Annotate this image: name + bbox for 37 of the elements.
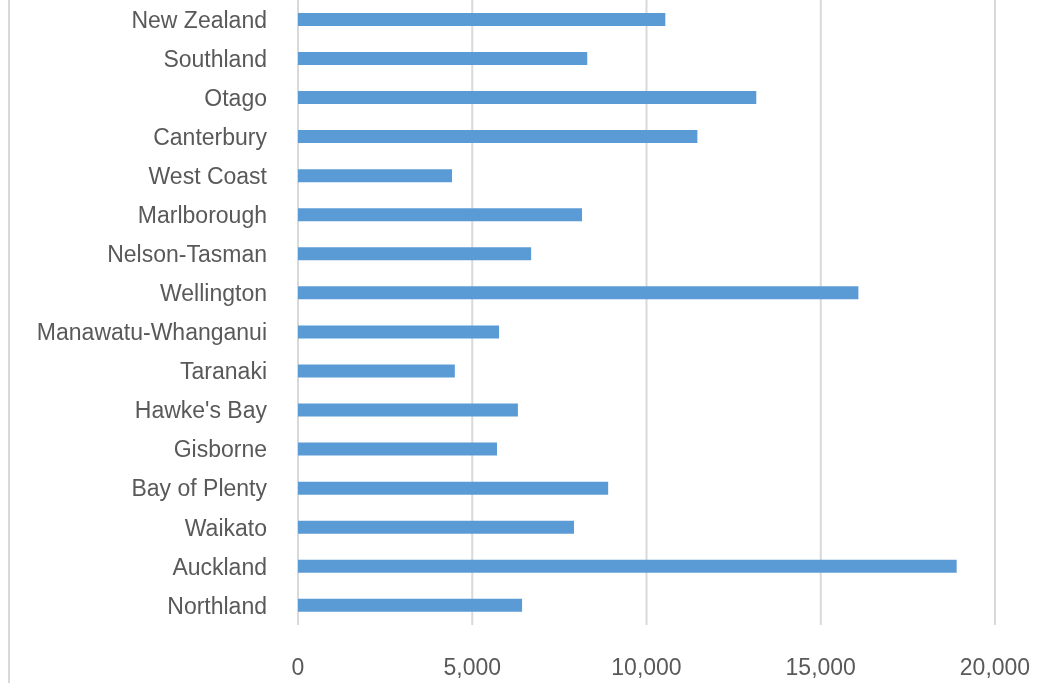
y-tick-label: Wellington xyxy=(160,280,267,307)
y-tick-label: Taranaki xyxy=(180,358,267,385)
bar xyxy=(298,325,500,339)
bar xyxy=(298,91,757,105)
y-tick-label: Northland xyxy=(167,592,267,619)
y-tick-label: Hawke's Bay xyxy=(134,397,268,424)
bar xyxy=(298,208,583,222)
y-tick-label: Auckland xyxy=(172,553,267,580)
y-tick-label: Bay of Plenty xyxy=(131,475,268,502)
y-tick-label: Otago xyxy=(204,84,267,111)
bar xyxy=(298,598,523,612)
y-tick-label: Southland xyxy=(163,45,267,72)
y-tick-label: Nelson-Tasman xyxy=(107,241,267,268)
y-tick-label: New Zealand xyxy=(131,6,267,33)
x-tick-label: 0 xyxy=(291,654,305,681)
y-tick-label: Waikato xyxy=(184,514,267,541)
y-tick-label: Gisborne xyxy=(173,436,267,463)
y-tick-label: Canterbury xyxy=(153,123,268,150)
bar xyxy=(298,481,609,495)
x-tick-label: 15,000 xyxy=(785,654,856,681)
bar xyxy=(298,169,453,183)
bar xyxy=(298,130,698,144)
bar xyxy=(298,559,957,573)
x-tick-label: 10,000 xyxy=(611,654,682,681)
x-tick-label: 20,000 xyxy=(959,654,1031,681)
x-tick-label: 5,000 xyxy=(443,654,502,681)
bar xyxy=(298,442,497,456)
bar xyxy=(298,51,588,65)
bar xyxy=(298,247,532,261)
y-tick-label: West Coast xyxy=(148,162,268,189)
bar xyxy=(298,403,518,417)
y-tick-label: Marlborough xyxy=(137,202,267,229)
bar xyxy=(298,286,859,300)
bar xyxy=(298,12,666,26)
bar xyxy=(298,364,455,378)
y-tick-label: Manawatu-Whanganui xyxy=(36,319,267,346)
bar xyxy=(298,520,575,534)
